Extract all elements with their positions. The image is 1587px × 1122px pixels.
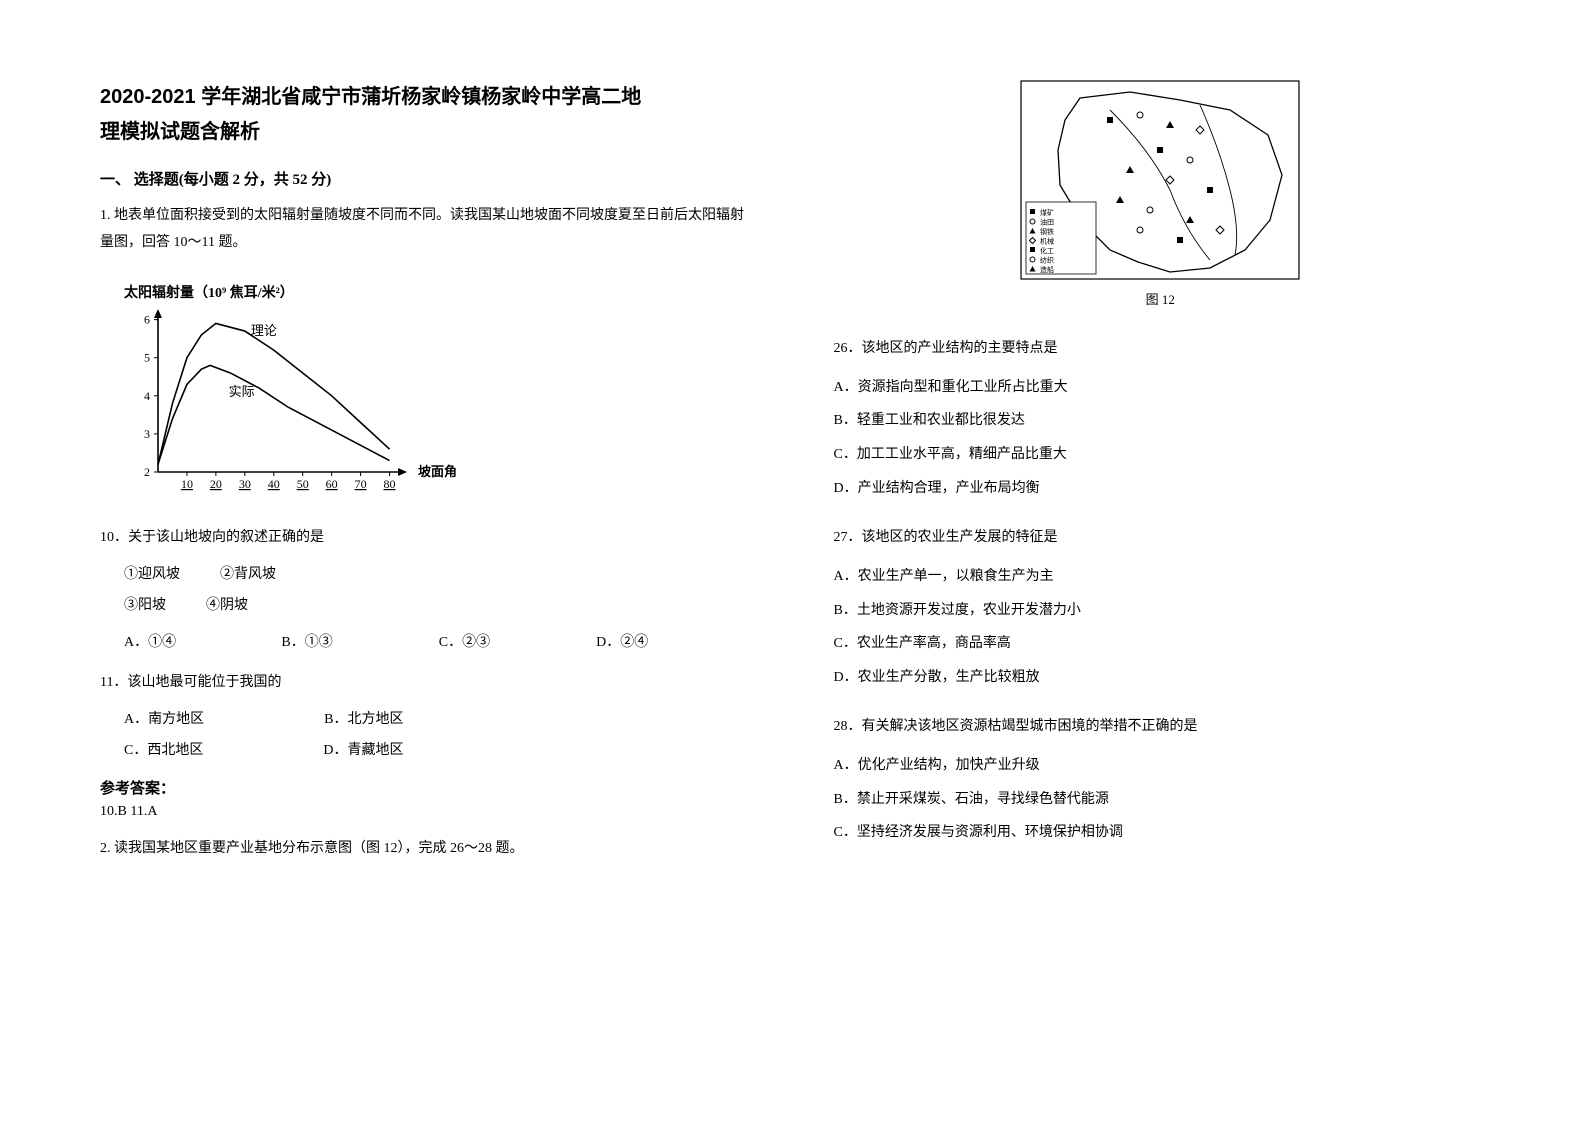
svg-text:40: 40	[268, 477, 280, 491]
q10-choice-b: B．①③	[281, 628, 438, 659]
svg-text:30: 30	[239, 477, 251, 491]
doc-title-line2: 理模拟试题含解析	[100, 115, 754, 144]
q11-choice-c: C．西北地区	[124, 736, 203, 767]
q27-choice-a: A．农业生产单一，以粮食生产为主	[834, 560, 1488, 594]
q27-text: 27．该地区的农业生产发展的特征是	[834, 523, 1488, 554]
svg-text:6: 6	[144, 313, 150, 327]
svg-text:10: 10	[181, 477, 193, 491]
q27-choice-c: C．农业生产率高，商品率高	[834, 627, 1488, 661]
q28-choice-a: A．优化产业结构，加快产业升级	[834, 749, 1488, 783]
q1-intro: 1. 地表单位面积接受到的太阳辐射量随坡度不同而不同。读我国某山地坡面不同坡度夏…	[100, 203, 754, 256]
svg-text:80: 80	[384, 477, 396, 491]
q11-text: 11．该山地最可能位于我国的	[100, 668, 754, 699]
svg-text:机械: 机械	[1040, 237, 1054, 246]
svg-text:5: 5	[144, 351, 150, 365]
q26-choice-a: A．资源指向型和重化工业所占比重大	[834, 371, 1488, 405]
doc-title-line1: 2020-2021 学年湖北省咸宁市蒲圻杨家岭镇杨家岭中学高二地	[100, 80, 754, 109]
svg-text:实际: 实际	[229, 384, 255, 399]
q26-choice-c: C．加工工业水平高，精细产品比重大	[834, 438, 1488, 472]
q26-choice-d: D．产业结构合理，产业布局均衡	[834, 472, 1488, 506]
chart-y-label: 太阳辐射量（10⁹ 焦耳/米²）	[124, 282, 754, 302]
svg-text:造船: 造船	[1040, 265, 1054, 274]
q26-text: 26．该地区的产业结构的主要特点是	[834, 334, 1488, 365]
q10-opt-4: ④阴坡	[206, 591, 248, 622]
svg-text:煤矿: 煤矿	[1040, 208, 1054, 217]
svg-text:4: 4	[144, 389, 150, 403]
svg-text:纺织: 纺织	[1040, 256, 1054, 265]
svg-text:70: 70	[355, 477, 367, 491]
svg-text:60: 60	[326, 477, 338, 491]
answer-text: 10.B 11.A	[100, 804, 754, 820]
q27-choice-b: B．土地资源开发过度，农业开发潜力小	[834, 594, 1488, 628]
q2-intro: 2. 读我国某地区重要产业基地分布示意图（图 12），完成 26～28 题。	[100, 836, 754, 863]
q10-opt-2: ②背风坡	[220, 560, 276, 591]
q27-choice-d: D．农业生产分散，生产比较粗放	[834, 661, 1488, 695]
q11-choice-b: B．北方地区	[324, 705, 403, 736]
svg-text:3: 3	[144, 427, 150, 441]
svg-text:钢铁: 钢铁	[1040, 227, 1054, 236]
q10-choice-a: A．①④	[124, 628, 281, 659]
q28-text: 28．有关解决该地区资源枯竭型城市困境的举措不正确的是	[834, 712, 1488, 743]
industry-map-figure: 煤矿油田钢铁机械化工纺织造船 图 12	[834, 80, 1488, 308]
svg-text:50: 50	[297, 477, 309, 491]
q11-choice-d: D．青藏地区	[323, 736, 403, 767]
q10-choice-d: D．②④	[596, 628, 753, 659]
svg-text:化工: 化工	[1040, 246, 1054, 255]
answer-label: 参考答案：	[100, 777, 754, 798]
solar-radiation-chart: 太阳辐射量（10⁹ 焦耳/米²） 2 3 4 5 6 10 20 30 40 50 60 70 80 坡面…	[124, 282, 754, 511]
q26-choice-b: B．轻重工业和农业都比很发达	[834, 404, 1488, 438]
svg-text:坡面角: 坡面角	[418, 464, 457, 479]
q10-text: 10．关于该山地坡向的叙述正确的是	[100, 523, 754, 554]
q10-opt-3: ③阳坡	[124, 591, 166, 622]
q10-opt-1: ①迎风坡	[124, 560, 180, 591]
svg-text:油田: 油田	[1040, 218, 1054, 227]
q28-choice-c: C．坚持经济发展与资源利用、环境保护相协调	[834, 816, 1488, 850]
q10-choice-c: C．②③	[439, 628, 596, 659]
svg-text:20: 20	[210, 477, 222, 491]
q28-choice-b: B．禁止开采煤炭、石油，寻找绿色替代能源	[834, 783, 1488, 817]
map-caption: 图 12	[834, 289, 1488, 308]
svg-text:理论: 理论	[251, 323, 277, 338]
section-1-header: 一、 选择题(每小题 2 分，共 52 分)	[100, 168, 754, 189]
q11-choice-a: A．南方地区	[124, 705, 204, 736]
svg-text:2: 2	[144, 465, 150, 479]
